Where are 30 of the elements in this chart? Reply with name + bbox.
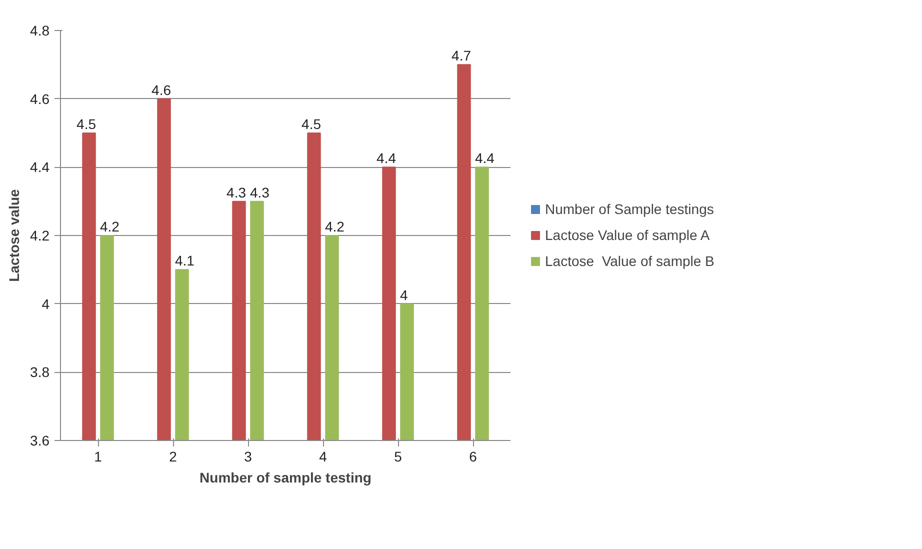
data-label: 4.3: [226, 184, 246, 200]
data-label: 4.4: [376, 150, 396, 166]
data-label: 4.5: [302, 116, 322, 132]
x-tick-label: 1: [94, 448, 102, 464]
x-tick-label: 3: [244, 448, 252, 464]
y-tick-label: 4.8: [30, 22, 50, 38]
y-tick-label: 4: [42, 296, 50, 312]
x-tick-label: 4: [319, 448, 328, 464]
x-tick-label: 6: [469, 448, 478, 464]
x-tick-label: 2: [169, 448, 178, 464]
data-label: 4.7: [452, 48, 472, 64]
y-tick-label: 3.6: [30, 432, 50, 448]
data-label: 4: [400, 286, 408, 303]
data-label: 4.5: [76, 116, 96, 132]
y-tick-label: 3.8: [30, 364, 50, 380]
y-tick-label: 4.6: [30, 90, 50, 107]
data-label: 4.2: [100, 218, 120, 234]
y-tick-label: 4.2: [30, 228, 50, 244]
x-tick-label: 5: [394, 448, 402, 464]
data-label: 4.3: [250, 184, 270, 200]
legend-label: Number of Sample testings: [545, 201, 714, 217]
legend-label: Lactose Value of sample A: [545, 227, 710, 243]
x-axis-title: Number of sample testing: [200, 470, 372, 486]
data-label: 4.6: [152, 82, 172, 98]
data-label: 4.1: [175, 252, 195, 269]
data-label: 4.4: [475, 150, 495, 166]
legend-label: Lactose Value of sample B: [545, 253, 714, 269]
y-axis-title: Lactose value: [6, 188, 22, 282]
data-label: 4.2: [325, 218, 345, 234]
y-tick-label: 4.4: [30, 159, 50, 176]
